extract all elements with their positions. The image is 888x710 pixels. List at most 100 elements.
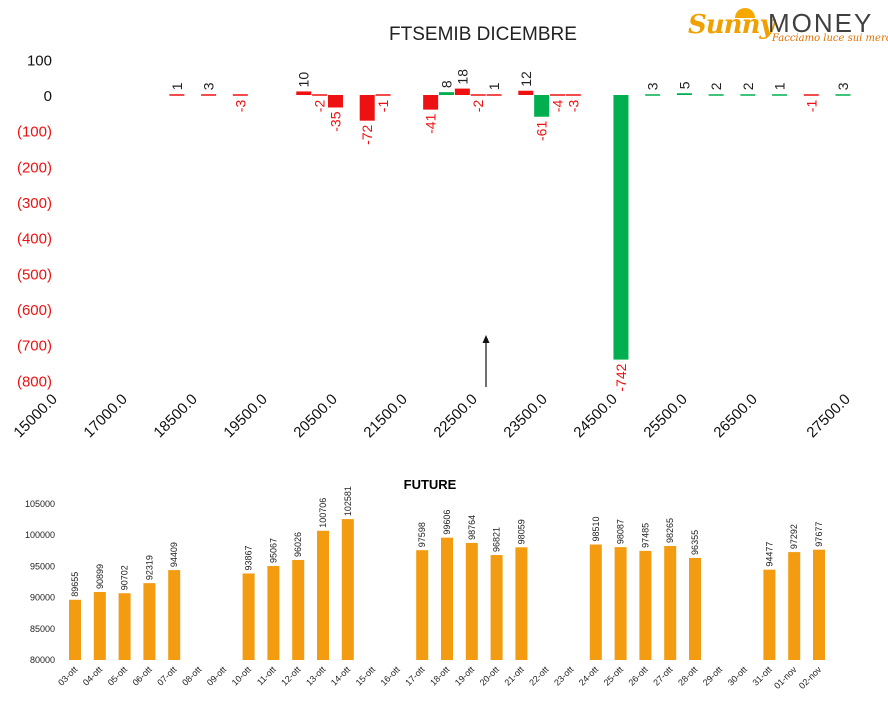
x-axis-ftsemib: 15000.0 17000.0 18500.0 19500.0 20500.0 21500… xyxy=(10,391,853,441)
bar-value-label: 98059 xyxy=(516,519,526,544)
x-tick-label: 29-ott xyxy=(701,664,725,688)
y-tick-label: 80000 xyxy=(30,655,55,665)
bar-value-label: -742 xyxy=(613,363,629,391)
x-tick-label: 17000.0 xyxy=(80,391,130,441)
x-tick-label: 21-ott xyxy=(502,664,526,688)
option-bar xyxy=(708,94,724,96)
y-tick-label: (700) xyxy=(17,338,52,355)
option-bar xyxy=(534,95,550,117)
chart-title-ftsemib: FTSEMIB DICEMBRE xyxy=(389,24,577,45)
bar-value-label: -35 xyxy=(327,111,343,131)
arrow-indicator xyxy=(482,335,490,387)
option-bar xyxy=(565,94,581,96)
x-tick-label: 03-ott xyxy=(56,664,80,688)
x-tick-label: 09-ott xyxy=(205,664,229,688)
y-tick-label: (600) xyxy=(17,302,52,319)
bar-value-label: 98764 xyxy=(467,515,477,540)
bar-value-label: 12 xyxy=(518,71,534,87)
bar-value-label: 92319 xyxy=(144,555,154,580)
future-bar xyxy=(813,549,825,660)
bar-value-label: 1 xyxy=(772,82,788,90)
x-tick-label: 16-ott xyxy=(378,664,402,688)
x-tick-label: 17-ott xyxy=(403,664,427,688)
bar-value-label: 5 xyxy=(676,81,692,89)
x-tick-label: 22500.0 xyxy=(430,391,480,441)
bar-value-label: 2 xyxy=(708,82,724,90)
x-tick-label: 15000.0 xyxy=(10,391,60,441)
option-bar xyxy=(803,94,819,96)
x-tick-label: 18500.0 xyxy=(150,391,200,441)
x-tick-label: 08-ott xyxy=(180,664,204,688)
future-bar xyxy=(441,537,453,660)
option-bar xyxy=(375,94,391,96)
option-bar xyxy=(486,94,502,96)
future-bar xyxy=(614,547,627,660)
bar-value-label: 100706 xyxy=(318,498,328,528)
y-tick-label: 85000 xyxy=(30,624,55,634)
y-tick-label: (200) xyxy=(17,159,52,176)
future-bar xyxy=(589,544,602,660)
x-tick-label: 11-ott xyxy=(255,664,278,687)
future-bar xyxy=(515,547,528,660)
x-tick-label: 15-ott xyxy=(354,664,378,688)
y-axis-future: 80000 85000 90000 95000 100000 105000 xyxy=(25,499,55,665)
x-tick-label: 26-ott xyxy=(626,664,650,688)
bar-value-label: 96355 xyxy=(690,530,700,555)
option-bar xyxy=(439,92,454,95)
option-bar xyxy=(676,93,692,95)
bar-value-label: 3 xyxy=(645,82,661,90)
option-bar xyxy=(772,94,788,96)
future-bar xyxy=(763,569,776,660)
future-bar xyxy=(168,570,181,660)
x-tick-label: 10-ott xyxy=(230,664,254,688)
x-tick-label: 20500.0 xyxy=(290,391,340,441)
option-bar xyxy=(169,94,185,96)
future-bar xyxy=(341,519,354,660)
option-bar xyxy=(645,94,661,96)
x-tick-label: 06-ott xyxy=(130,664,154,688)
option-bar xyxy=(201,94,217,96)
bar-value-label: 98265 xyxy=(665,518,675,543)
x-tick-label: 05-ott xyxy=(106,664,130,688)
bar-value-label: 97677 xyxy=(814,522,824,547)
future-bar xyxy=(664,546,677,660)
option-bar xyxy=(359,95,375,121)
bar-value-label: 97292 xyxy=(789,524,799,549)
bar-value-label: 94477 xyxy=(764,542,774,567)
option-bar xyxy=(327,95,343,108)
option-bar xyxy=(550,94,566,96)
bar-value-label: 98510 xyxy=(591,516,601,541)
x-tick-label: 23500.0 xyxy=(500,391,550,441)
future-bar xyxy=(788,552,801,660)
arrow-head xyxy=(482,335,490,343)
bar-value-label: 97598 xyxy=(417,522,427,547)
bar-value-label: 1 xyxy=(169,82,185,90)
y-tick-label: (100) xyxy=(17,124,52,141)
future-chart: FUTURE 80000850009000095000100000105000 … xyxy=(25,477,825,691)
y-tick-label: 105000 xyxy=(25,499,55,509)
bar-value-label: -3 xyxy=(232,100,248,113)
x-tick-label: 01-nov xyxy=(772,664,799,691)
option-bar xyxy=(740,94,756,96)
x-tick-label: 18-ott xyxy=(428,664,452,688)
bar-value-label: 1 xyxy=(486,82,502,90)
y-tick-label: 90000 xyxy=(30,593,55,603)
x-tick-label: 19-ott xyxy=(453,664,477,688)
future-bar xyxy=(317,530,329,660)
logo-money-text: MONEY xyxy=(768,8,874,38)
x-tick-label: 26500.0 xyxy=(710,391,760,441)
bar-value-label: -72 xyxy=(359,124,375,144)
x-tick-label: 23-ott xyxy=(552,664,576,688)
option-bar xyxy=(518,90,534,95)
future-bar xyxy=(267,565,280,660)
bars-future: 89655 90899 90702 92319 94409 93867 95067 96026… xyxy=(69,486,825,660)
bar-value-label: -1 xyxy=(803,100,819,113)
bar-value-label: 94409 xyxy=(169,542,179,567)
ftsemib-options-chart: FTSEMIB DICEMBRE 100 0 (100) (200) (300) (400… xyxy=(10,24,853,441)
option-bar xyxy=(454,88,470,95)
logo-sunny-text: Sunny xyxy=(688,10,775,40)
bar-value-label: 97485 xyxy=(640,523,650,548)
option-bar xyxy=(312,94,328,96)
x-tick-label: 21500.0 xyxy=(360,391,410,441)
